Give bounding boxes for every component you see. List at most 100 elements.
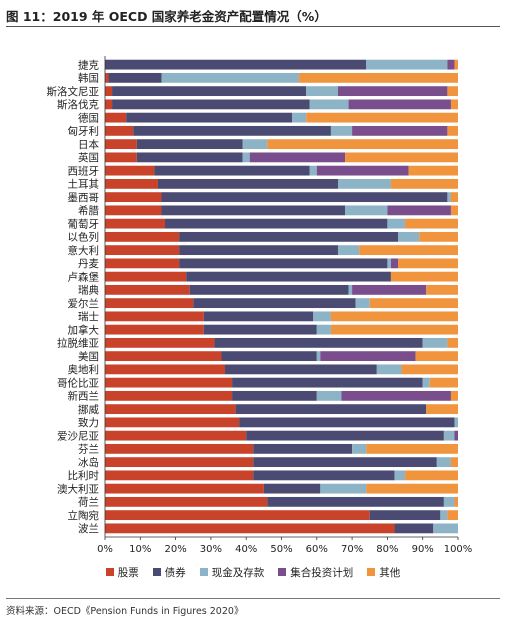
bar-segment-s2-28 xyxy=(443,430,455,441)
legend-item: 其他 xyxy=(367,565,400,580)
bar-segment-s2-11 xyxy=(345,205,388,216)
bar-segment-s2-21 xyxy=(422,337,448,348)
bar-segment-s1-35 xyxy=(394,523,434,534)
bar-segment-s1-14 xyxy=(179,245,338,256)
bar-segment-s2-2 xyxy=(306,86,338,97)
category-label: 丹麦 xyxy=(78,258,99,270)
source-note: 资料来源：OECD《Pension Funds in Figures 2020》 xyxy=(6,606,244,617)
x-tick-label: 80% xyxy=(376,544,398,555)
bar-segment-s1-13 xyxy=(179,231,398,242)
legend-label: 其他 xyxy=(379,566,401,579)
bar-segment-s4-20 xyxy=(330,324,458,335)
category-label: 瑞士 xyxy=(78,310,99,323)
bar-segment-s1-3 xyxy=(112,99,310,110)
legend-label: 现金及存款 xyxy=(211,566,265,579)
category-label: 希腊 xyxy=(78,204,99,217)
bar-segment-s2-0 xyxy=(366,59,448,70)
bar-segment-s2-14 xyxy=(337,245,360,256)
bar-segment-s4-25 xyxy=(450,390,458,401)
bar-segment-s0-2 xyxy=(105,86,113,97)
bar-segment-s4-1 xyxy=(299,72,458,83)
bar-segment-s2-18 xyxy=(355,298,370,309)
bar-segment-s4-24 xyxy=(429,377,458,388)
bar-segment-s0-18 xyxy=(105,298,194,309)
bar-segment-s4-16 xyxy=(390,271,458,282)
bar-segment-s1-1 xyxy=(108,72,162,83)
bar-segment-s3-5 xyxy=(352,125,448,136)
bar-segment-s1-31 xyxy=(253,470,395,481)
bar-segment-s0-20 xyxy=(105,324,204,335)
bar-segment-s3-3 xyxy=(348,99,451,110)
bar-segment-s4-6 xyxy=(267,139,458,150)
bar-segment-s0-14 xyxy=(105,245,180,256)
bar-segment-s4-2 xyxy=(447,86,458,97)
bar-segment-s4-8 xyxy=(408,165,458,176)
category-label: 以色列 xyxy=(68,231,100,244)
bar-segment-s2-3 xyxy=(309,99,349,110)
bar-segment-s4-11 xyxy=(450,205,458,216)
bar-segment-s3-2 xyxy=(337,86,448,97)
bar-segment-s1-32 xyxy=(263,483,321,494)
bar-segment-s0-9 xyxy=(105,178,158,189)
legend-item: 债券 xyxy=(152,565,186,580)
bar-segment-s2-12 xyxy=(387,218,406,229)
bar-segment-s4-17 xyxy=(426,284,458,295)
bar-segment-s0-21 xyxy=(105,337,215,348)
bar-segment-s1-25 xyxy=(232,390,317,401)
legend-swatch xyxy=(278,568,287,576)
bar-segment-s4-12 xyxy=(405,218,458,229)
bar-segment-s0-24 xyxy=(105,377,233,388)
bar-segment-s4-9 xyxy=(390,178,458,189)
bar-segment-s1-27 xyxy=(239,417,455,428)
bar-segment-s1-8 xyxy=(154,165,310,176)
x-tick-label: 50% xyxy=(270,544,292,555)
bar-segment-s1-28 xyxy=(246,430,444,441)
title-divider xyxy=(6,26,500,27)
bar-segment-s0-3 xyxy=(105,99,113,110)
category-label: 美国 xyxy=(78,350,99,363)
category-label: 爱尔兰 xyxy=(68,297,100,310)
bar-segment-s4-31 xyxy=(405,470,458,481)
bar-segment-s0-5 xyxy=(105,125,134,136)
bar-segment-s1-0 xyxy=(105,59,367,70)
bar-segment-s0-11 xyxy=(105,205,162,216)
category-label: 荷兰 xyxy=(78,496,99,509)
bar-segment-s4-10 xyxy=(450,192,458,203)
bar-segment-s1-9 xyxy=(157,178,338,189)
bar-segment-s1-2 xyxy=(112,86,307,97)
bar-segment-s0-28 xyxy=(105,430,247,441)
legend-label: 集合投资计划 xyxy=(290,566,354,579)
x-tick-label: 10% xyxy=(129,544,151,555)
bar-segment-s0-29 xyxy=(105,443,254,454)
bar-segment-s0-8 xyxy=(105,165,155,176)
category-label: 斯洛文尼亚 xyxy=(47,85,100,98)
bar-segment-s3-11 xyxy=(387,205,451,216)
bar-segment-s2-27 xyxy=(454,417,458,428)
bar-segment-s4-26 xyxy=(426,404,458,415)
x-tick-label: 100% xyxy=(444,544,473,555)
category-label: 波兰 xyxy=(78,522,99,535)
legend-label: 债券 xyxy=(164,566,186,579)
category-label: 匈牙利 xyxy=(68,125,100,138)
bar-segment-s2-6 xyxy=(242,139,268,150)
bar-segment-s1-34 xyxy=(369,510,441,521)
legend-swatch xyxy=(152,568,161,576)
bar-segment-s1-6 xyxy=(136,139,243,150)
category-label: 澳大利亚 xyxy=(57,482,99,495)
bar-segment-s0-1 xyxy=(105,72,109,83)
category-label: 爱沙尼亚 xyxy=(57,429,99,442)
bar-segment-s4-32 xyxy=(366,483,458,494)
bar-segment-s4-15 xyxy=(397,258,458,269)
bar-segment-s2-4 xyxy=(292,112,307,123)
bar-segment-s1-29 xyxy=(253,443,353,454)
category-label: 英国 xyxy=(78,151,99,164)
bar-segment-s2-7 xyxy=(242,152,250,163)
bar-segment-s1-17 xyxy=(189,284,349,295)
bar-segment-s3-25 xyxy=(341,390,451,401)
bar-segment-s0-15 xyxy=(105,258,180,269)
figure-title: 图 11：2019 年 OECD 国家养老金资产配置情况（%） xyxy=(6,9,327,24)
bar-segment-s1-33 xyxy=(267,496,444,507)
x-tick-label: 40% xyxy=(235,544,257,555)
category-label: 致力 xyxy=(78,416,99,429)
bar-segment-s4-0 xyxy=(454,59,458,70)
